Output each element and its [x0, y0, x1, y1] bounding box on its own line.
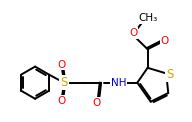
Text: NH: NH [111, 78, 127, 88]
Text: CH₃: CH₃ [138, 13, 157, 23]
Text: O: O [92, 98, 100, 108]
Text: S: S [166, 68, 174, 81]
Text: S: S [60, 76, 68, 89]
Text: O: O [58, 60, 66, 70]
Text: O: O [129, 28, 137, 38]
Text: O: O [161, 36, 169, 46]
Text: O: O [58, 96, 66, 106]
